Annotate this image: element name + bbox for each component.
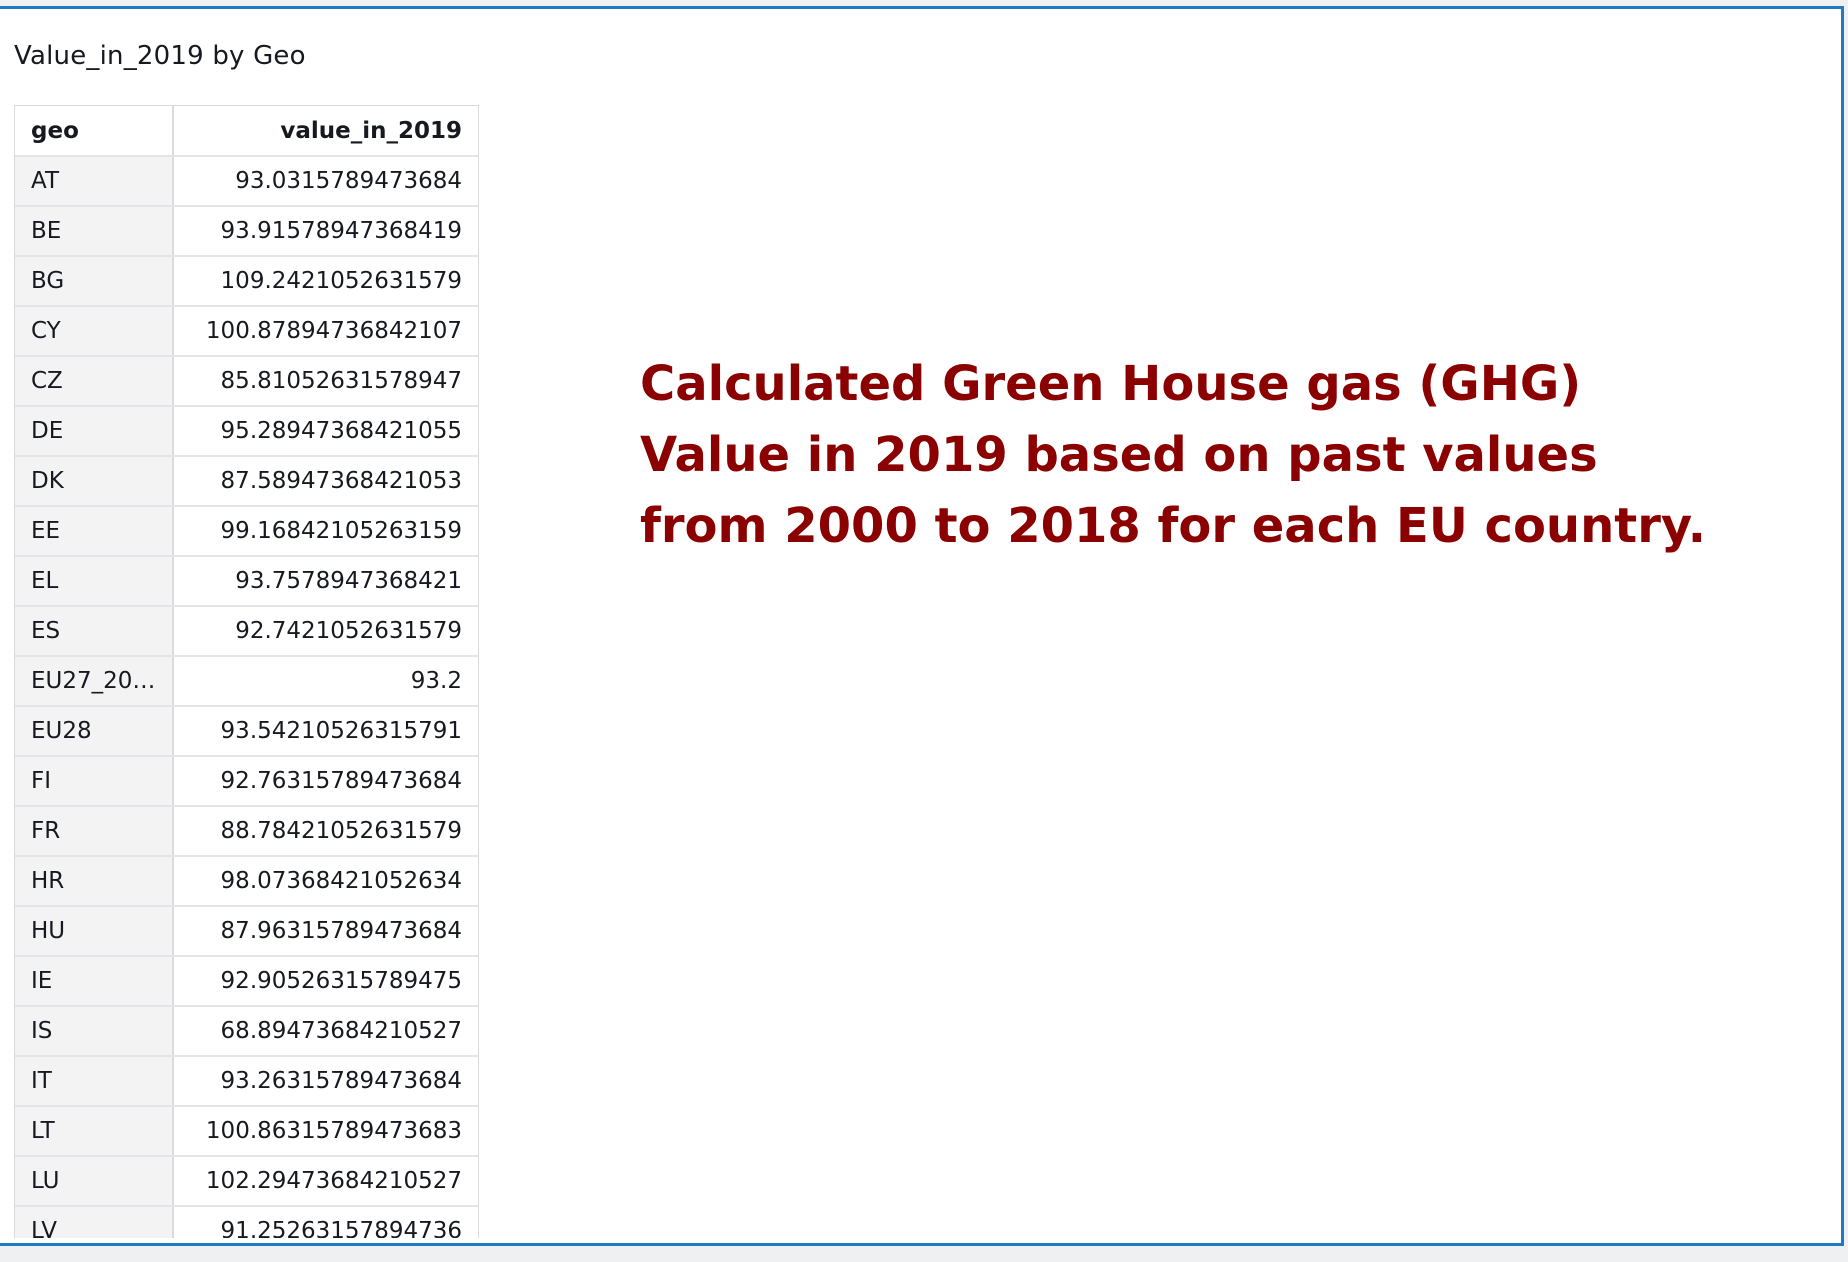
table-row[interactable]: IE 92.90526315789475 bbox=[15, 956, 479, 1007]
table-row[interactable]: CY 100.87894736842107 bbox=[15, 306, 479, 357]
cell-value-in-2019: 98.07368421052634 bbox=[173, 856, 479, 907]
cell-geo: EU28 bbox=[15, 706, 174, 757]
cell-geo: FI bbox=[15, 756, 174, 807]
cell-geo: CZ bbox=[15, 356, 174, 407]
cell-geo: BE bbox=[15, 206, 174, 257]
table-row[interactable]: LU 102.29473684210527 bbox=[15, 1156, 479, 1207]
cell-value-in-2019: 88.78421052631579 bbox=[173, 806, 479, 857]
cell-geo: CY bbox=[15, 306, 174, 357]
cell-geo: IE bbox=[15, 956, 174, 1007]
cell-geo: BG bbox=[15, 256, 174, 307]
cell-geo: DK bbox=[15, 456, 174, 507]
cell-value-in-2019: 91.25263157894736 bbox=[173, 1206, 479, 1238]
cell-geo: EL bbox=[15, 556, 174, 607]
table-row[interactable]: CZ 85.81052631578947 bbox=[15, 356, 479, 407]
cell-value-in-2019: 100.86315789473683 bbox=[173, 1106, 479, 1157]
cell-geo: HR bbox=[15, 856, 174, 907]
cell-value-in-2019: 93.2 bbox=[173, 656, 479, 707]
cell-geo: LU bbox=[15, 1156, 174, 1207]
data-table: geo value_in_2019 AT 93.0315789473684 BE 93… bbox=[15, 106, 479, 1238]
annotation-line: Value in 2019 based on past values bbox=[640, 427, 1598, 483]
annotation-line: from 2000 to 2018 for each EU country. bbox=[640, 498, 1707, 554]
visual-title: Value_in_2019 by Geo bbox=[14, 41, 306, 71]
table-row[interactable]: BG 109.2421052631579 bbox=[15, 256, 479, 307]
table-row[interactable]: DK 87.58947368421053 bbox=[15, 456, 479, 507]
cell-geo: AT bbox=[15, 156, 174, 207]
data-table-container[interactable]: geo value_in_2019 AT 93.0315789473684 BE 93… bbox=[14, 105, 479, 1238]
cell-value-in-2019: 85.81052631578947 bbox=[173, 356, 479, 407]
cell-value-in-2019: 109.2421052631579 bbox=[173, 256, 479, 307]
cell-value-in-2019: 92.90526315789475 bbox=[173, 956, 479, 1007]
table-row[interactable]: FI 92.76315789473684 bbox=[15, 756, 479, 807]
cell-value-in-2019: 68.89473684210527 bbox=[173, 1006, 479, 1057]
cell-geo: IT bbox=[15, 1056, 174, 1107]
table-row[interactable]: EE 99.16842105263159 bbox=[15, 506, 479, 557]
column-header-value[interactable]: value_in_2019 bbox=[173, 106, 479, 157]
table-row[interactable]: LT 100.86315789473683 bbox=[15, 1106, 479, 1157]
table-row[interactable]: HR 98.07368421052634 bbox=[15, 856, 479, 907]
table-row[interactable]: EL 93.7578947368421 bbox=[15, 556, 479, 607]
table-body: AT 93.0315789473684 BE 93.91578947368419 BG 1… bbox=[15, 156, 479, 1238]
cell-geo: LV bbox=[15, 1206, 174, 1238]
cell-value-in-2019: 93.26315789473684 bbox=[173, 1056, 479, 1107]
cell-geo: IS bbox=[15, 1006, 174, 1057]
cell-value-in-2019: 102.29473684210527 bbox=[173, 1156, 479, 1207]
cell-value-in-2019: 99.16842105263159 bbox=[173, 506, 479, 557]
cell-value-in-2019: 92.76315789473684 bbox=[173, 756, 479, 807]
table-row[interactable]: IS 68.89473684210527 bbox=[15, 1006, 479, 1057]
table-row[interactable]: FR 88.78421052631579 bbox=[15, 806, 479, 857]
cell-value-in-2019: 93.7578947368421 bbox=[173, 556, 479, 607]
cell-value-in-2019: 93.0315789473684 bbox=[173, 156, 479, 207]
cell-geo: FR bbox=[15, 806, 174, 857]
column-header-geo[interactable]: geo bbox=[15, 106, 174, 157]
cell-value-in-2019: 95.28947368421055 bbox=[173, 406, 479, 457]
annotation-line: Calculated Green House gas (GHG) bbox=[640, 356, 1582, 412]
cell-value-in-2019: 87.58947368421053 bbox=[173, 456, 479, 507]
cell-geo: DE bbox=[15, 406, 174, 457]
cell-geo: LT bbox=[15, 1106, 174, 1157]
cell-value-in-2019: 92.7421052631579 bbox=[173, 606, 479, 657]
annotation-text: Calculated Green House gas (GHG) Value i… bbox=[640, 349, 1820, 562]
table-row[interactable]: AT 93.0315789473684 bbox=[15, 156, 479, 207]
table-row[interactable]: EU28 93.54210526315791 bbox=[15, 706, 479, 757]
table-row[interactable]: BE 93.91578947368419 bbox=[15, 206, 479, 257]
table-row[interactable]: HU 87.96315789473684 bbox=[15, 906, 479, 957]
cell-value-in-2019: 87.96315789473684 bbox=[173, 906, 479, 957]
cell-geo: EU27_20… bbox=[15, 656, 174, 707]
cell-value-in-2019: 93.54210526315791 bbox=[173, 706, 479, 757]
table-row[interactable]: DE 95.28947368421055 bbox=[15, 406, 479, 457]
cell-value-in-2019: 100.87894736842107 bbox=[173, 306, 479, 357]
cell-geo: EE bbox=[15, 506, 174, 557]
cell-geo: HU bbox=[15, 906, 174, 957]
table-header-row: geo value_in_2019 bbox=[15, 106, 479, 157]
cell-geo: ES bbox=[15, 606, 174, 657]
cell-value-in-2019: 93.91578947368419 bbox=[173, 206, 479, 257]
visual-panel: Value_in_2019 by Geo geo value_in_2019 A… bbox=[0, 6, 1844, 1246]
table-row[interactable]: LV 91.25263157894736 bbox=[15, 1206, 479, 1238]
table-row[interactable]: ES 92.7421052631579 bbox=[15, 606, 479, 657]
table-row[interactable]: IT 93.26315789473684 bbox=[15, 1056, 479, 1107]
table-row[interactable]: EU27_20… 93.2 bbox=[15, 656, 479, 707]
